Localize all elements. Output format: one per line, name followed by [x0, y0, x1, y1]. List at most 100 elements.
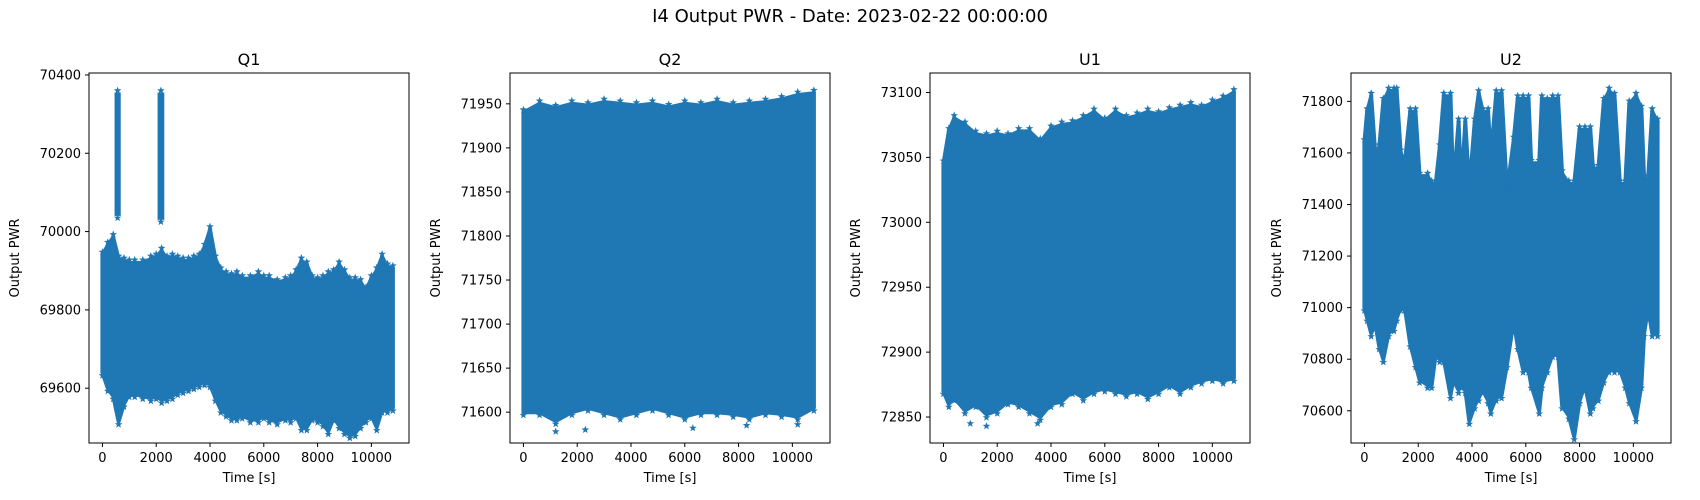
data-point	[742, 421, 751, 429]
y-tick-label: 71400	[1302, 198, 1343, 213]
data-point	[1575, 399, 1584, 407]
x-tick-label: 8000	[1563, 451, 1596, 466]
data-point	[971, 127, 980, 135]
data-point	[184, 253, 193, 262]
data-point	[1449, 182, 1457, 190]
axes-frame	[88, 72, 410, 444]
x-tick-label: 6000	[1509, 451, 1542, 466]
data-point	[163, 252, 171, 260]
data-point	[1637, 384, 1646, 392]
data-point	[217, 408, 225, 416]
data-point	[168, 250, 177, 258]
burst-band	[157, 92, 165, 220]
data-point	[1004, 129, 1012, 137]
data-point	[265, 271, 273, 279]
data-point	[303, 257, 311, 266]
data-point	[1465, 420, 1474, 428]
data-point	[246, 271, 255, 279]
data-point	[152, 395, 160, 403]
x-tick-label: 4000	[193, 451, 226, 466]
data-point	[1474, 86, 1483, 94]
data-point	[292, 265, 300, 273]
data-point	[945, 403, 953, 411]
data-point	[1396, 145, 1405, 154]
data-point	[1625, 399, 1634, 407]
data-point	[793, 415, 802, 423]
data-point	[1446, 89, 1455, 97]
data-point	[1375, 140, 1383, 148]
data-point	[1411, 104, 1420, 112]
data-point	[1014, 403, 1023, 411]
data-point	[190, 252, 198, 260]
data-point	[1558, 166, 1566, 174]
data-point	[139, 255, 147, 264]
data-point	[697, 411, 705, 419]
data-point	[130, 255, 139, 264]
data-point	[1036, 416, 1045, 424]
data-point	[1446, 394, 1455, 402]
data-point	[1379, 358, 1388, 366]
data-point	[195, 250, 204, 258]
data-point	[372, 426, 381, 434]
data-point	[1470, 404, 1479, 412]
data-point	[340, 430, 349, 438]
y-tick-label: 71600	[1302, 146, 1343, 161]
y-tick-label: 71200	[1302, 250, 1343, 265]
data-point	[313, 418, 322, 426]
data-point	[689, 424, 697, 432]
data-point	[273, 275, 281, 283]
data-point	[120, 402, 128, 411]
data-point	[98, 248, 107, 256]
data-point	[1122, 392, 1131, 400]
data-point	[1653, 332, 1662, 340]
data-point	[1047, 121, 1055, 130]
data-point	[238, 414, 247, 422]
data-point	[1479, 389, 1487, 397]
data-band	[100, 227, 395, 438]
data-point	[254, 267, 263, 275]
data-point	[982, 129, 991, 137]
data-point	[681, 415, 689, 423]
data-band	[1362, 89, 1660, 439]
subplot-title: Q1	[238, 50, 261, 69]
data-point	[1621, 384, 1630, 392]
data-point	[1565, 176, 1573, 185]
data-point	[308, 271, 316, 279]
data-point	[1503, 184, 1511, 192]
x-axis-label: Time [s]	[1484, 471, 1538, 486]
data-point	[1535, 409, 1543, 417]
data-point	[1461, 389, 1470, 397]
data-point	[184, 387, 193, 395]
data-point	[971, 403, 980, 411]
y-tick-label: 70600	[1302, 404, 1343, 419]
data-point	[206, 222, 214, 230]
data-point	[1625, 96, 1634, 105]
data-point	[519, 105, 528, 113]
data-point	[810, 86, 818, 94]
x-tick-label: 0	[939, 451, 947, 466]
data-point	[125, 255, 134, 264]
data-point	[1047, 403, 1055, 411]
data-point	[664, 100, 673, 108]
data-point	[581, 425, 590, 433]
x-tick-label: 0	[98, 451, 106, 466]
data-point	[260, 271, 268, 279]
data-point	[179, 389, 187, 397]
data-point	[1454, 115, 1463, 123]
axes-frame	[1350, 72, 1672, 444]
data-point	[319, 422, 327, 430]
data-point	[1484, 104, 1492, 112]
data-point	[761, 95, 770, 103]
data-point	[1457, 384, 1466, 392]
data-point	[1637, 102, 1646, 110]
data-point	[114, 252, 123, 260]
data-point	[1492, 396, 1500, 405]
data-point	[222, 267, 230, 275]
data-point	[217, 263, 225, 271]
y-tick-label: 71850	[461, 185, 502, 200]
data-point	[319, 271, 327, 279]
data-point	[281, 273, 290, 281]
subplot-u2: 0 2000 4000 6000 8000 10000 70600 70800 71000 712…	[1270, 50, 1672, 486]
data-point	[1197, 101, 1206, 109]
data-point	[681, 96, 689, 105]
